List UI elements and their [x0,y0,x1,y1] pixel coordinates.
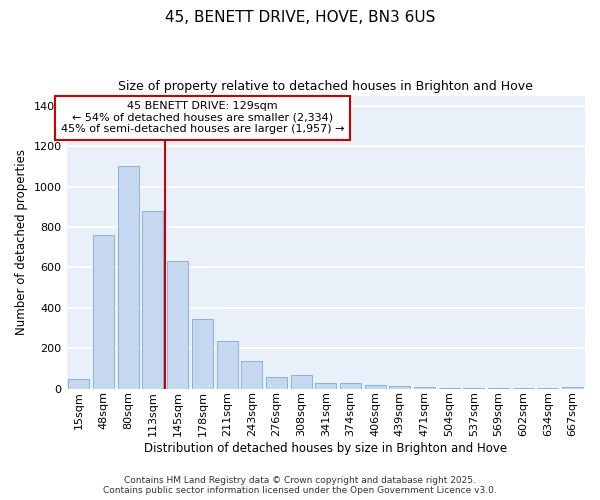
X-axis label: Distribution of detached houses by size in Brighton and Hove: Distribution of detached houses by size … [144,442,508,455]
Bar [167,262,188,388]
Bar [340,382,361,388]
Bar [241,362,262,388]
Y-axis label: Number of detached properties: Number of detached properties [15,149,28,335]
Bar [290,374,311,388]
Bar [68,378,89,388]
Text: Contains HM Land Registry data © Crown copyright and database right 2025.
Contai: Contains HM Land Registry data © Crown c… [103,476,497,495]
Bar [414,387,435,388]
Bar [315,382,336,388]
Text: 45 BENETT DRIVE: 129sqm
← 54% of detached houses are smaller (2,334)
45% of semi: 45 BENETT DRIVE: 129sqm ← 54% of detache… [61,101,344,134]
Bar [93,235,114,388]
Bar [562,386,583,388]
Bar [192,319,213,388]
Bar [142,211,163,388]
Title: Size of property relative to detached houses in Brighton and Hove: Size of property relative to detached ho… [118,80,533,93]
Text: 45, BENETT DRIVE, HOVE, BN3 6US: 45, BENETT DRIVE, HOVE, BN3 6US [165,10,435,25]
Bar [118,166,139,388]
Bar [389,386,410,388]
Bar [266,376,287,388]
Bar [365,384,386,388]
Bar [217,341,238,388]
